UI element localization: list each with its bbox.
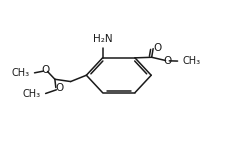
Text: O: O bbox=[153, 43, 161, 53]
Text: O: O bbox=[41, 65, 49, 75]
Text: CH₃: CH₃ bbox=[22, 89, 40, 99]
Text: O: O bbox=[55, 83, 63, 93]
Text: O: O bbox=[164, 56, 172, 66]
Text: CH₃: CH₃ bbox=[183, 56, 201, 66]
Text: H₂N: H₂N bbox=[93, 34, 112, 44]
Text: CH₃: CH₃ bbox=[11, 68, 29, 78]
